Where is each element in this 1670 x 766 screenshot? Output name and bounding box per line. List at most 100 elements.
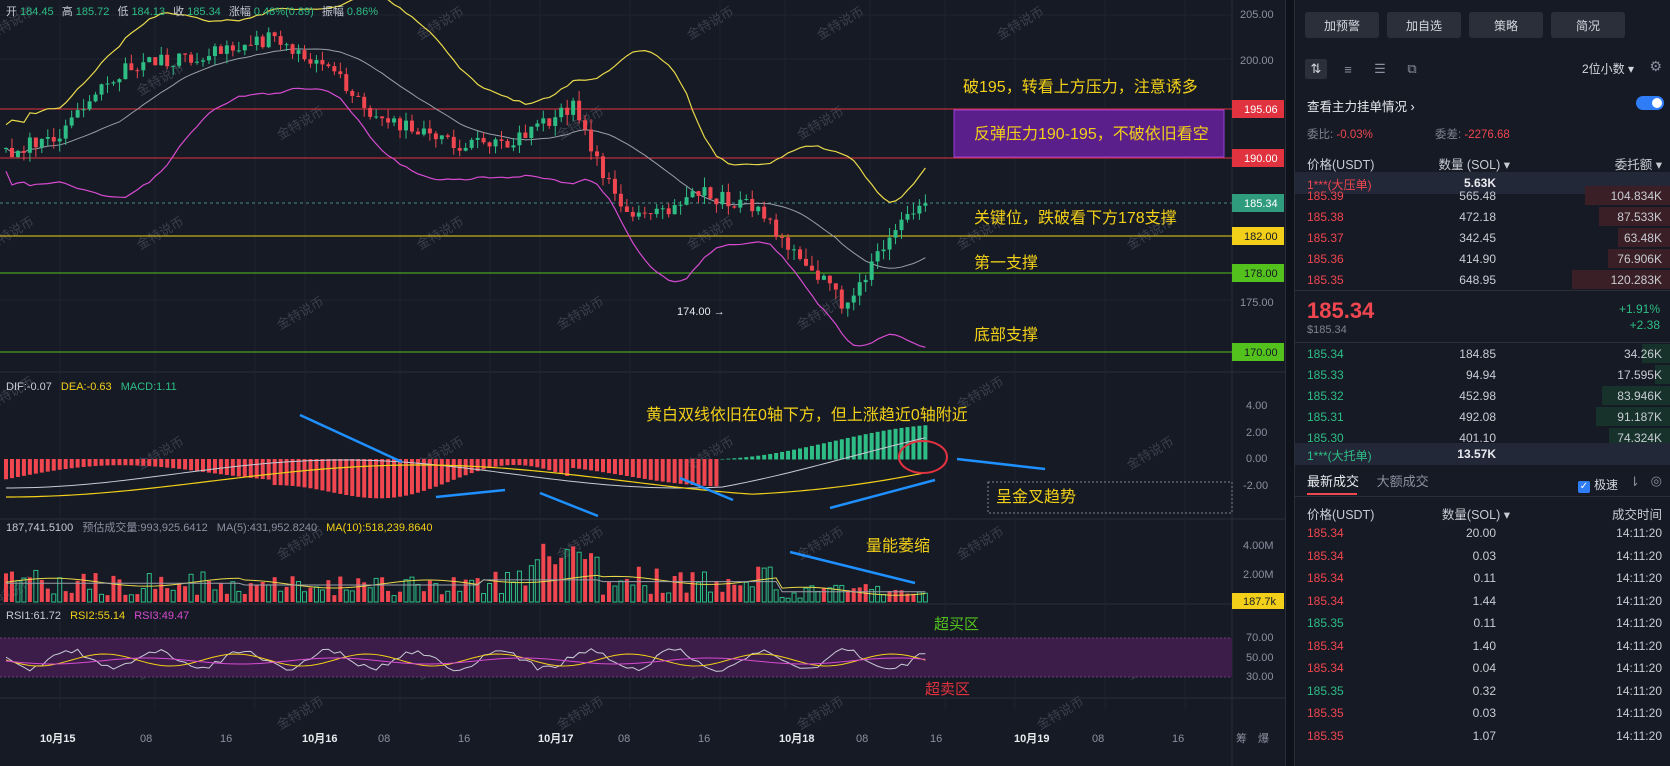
time-axis-label: 10月17 bbox=[538, 732, 573, 745]
ask-row[interactable]: 185.37 342.45 63.48K bbox=[1295, 227, 1670, 248]
trade-row: 185.35 0.03 14:11:20 bbox=[1295, 702, 1670, 723]
volume-bar bbox=[319, 589, 325, 603]
candle-body bbox=[356, 95, 361, 97]
candle-body bbox=[792, 249, 797, 251]
book-both-icon[interactable]: ⇅ bbox=[1305, 59, 1327, 79]
big-ask-row[interactable]: 1***(大压单) 5.63K bbox=[1295, 172, 1670, 194]
tab-large-trades[interactable]: 大额成交 bbox=[1376, 474, 1429, 489]
candle-body bbox=[362, 96, 367, 108]
candle-body bbox=[171, 65, 176, 67]
candle-body bbox=[451, 136, 456, 148]
panel-splitter[interactable] bbox=[1285, 0, 1295, 766]
wei-bi: 委比: -0.03% bbox=[1307, 129, 1373, 141]
main-orders-toggle[interactable] bbox=[1636, 96, 1664, 110]
trade-time: 14:11:20 bbox=[1616, 661, 1662, 675]
candle-body bbox=[314, 60, 319, 64]
tab-latest-trades[interactable]: 最新成交 bbox=[1307, 474, 1360, 489]
annotation-arrows bbox=[299, 413, 1046, 585]
macd-bar bbox=[553, 459, 558, 472]
trade-row: 185.34 0.11 14:11:20 bbox=[1295, 567, 1670, 588]
wei-cha: 委差: -2276.68 bbox=[1435, 129, 1510, 141]
candle-body bbox=[803, 258, 808, 266]
macd-axis-label: 0.00 bbox=[1246, 453, 1267, 465]
bid-row[interactable]: 185.31 492.08 91.187K bbox=[1295, 406, 1670, 427]
volume-bar bbox=[493, 571, 498, 602]
bid-row[interactable]: 185.32 452.98 83.946K bbox=[1295, 385, 1670, 406]
time-axis-label: 16 bbox=[1172, 733, 1184, 745]
volume-bar bbox=[445, 590, 451, 603]
candle-body bbox=[762, 206, 767, 219]
macd-axis-label: -2.00 bbox=[1243, 480, 1268, 492]
volume-bar bbox=[773, 589, 779, 603]
macd-bar bbox=[481, 459, 486, 470]
depth-bar bbox=[1599, 207, 1670, 226]
chart-area[interactable]: 金特说币 金特说币 金特说币 金特说币 金特说币 金特说币 金特说币 金特说币 金特说币 金特说币… bbox=[0, 0, 1285, 766]
macd-bar bbox=[869, 432, 874, 460]
macd-bar bbox=[123, 459, 128, 466]
macd-bar bbox=[439, 459, 444, 485]
gear-icon[interactable]: ⚙ bbox=[1649, 58, 1662, 74]
volume-bar bbox=[296, 581, 302, 603]
macd-bar bbox=[774, 452, 779, 460]
strategy-button[interactable]: 策略 bbox=[1469, 12, 1543, 38]
volume-bar bbox=[343, 589, 349, 603]
macd-bar bbox=[189, 459, 194, 471]
price-axis-label: 200.00 bbox=[1240, 55, 1274, 67]
macd-bar bbox=[630, 459, 635, 478]
add-watchlist-button[interactable]: 加自选 bbox=[1387, 12, 1461, 38]
volume-bar bbox=[660, 592, 665, 602]
ask-row[interactable]: 185.36 414.90 76.906K bbox=[1295, 248, 1670, 269]
macd-bar bbox=[863, 434, 868, 460]
fast-mode-checkbox[interactable]: ✓ 极速 bbox=[1577, 478, 1618, 493]
last-price: 185.34 bbox=[1307, 298, 1375, 323]
macd-bar bbox=[398, 459, 403, 497]
bid-row[interactable]: 185.34 184.85 34.26K bbox=[1295, 343, 1670, 364]
summary-button[interactable]: 简况 bbox=[1551, 12, 1625, 38]
book-price: 185.37 bbox=[1307, 231, 1344, 245]
annotation-volume: 量能萎缩 bbox=[866, 537, 930, 555]
view-main-orders-link[interactable]: 查看主力挂单情况 › bbox=[1307, 100, 1415, 114]
candle-body bbox=[278, 36, 283, 45]
macd-bar bbox=[726, 458, 731, 460]
volume-bar bbox=[785, 597, 791, 603]
annotation-macd: 黄白双线依旧在0轴下方，但上涨趋近0轴附近 bbox=[646, 406, 968, 424]
time-axis: 10月15 08 16 10月16 08 16 10月17 08 16 10月18 08 16 10月1… bbox=[40, 732, 1184, 745]
corner-label[interactable]: 筹 bbox=[1236, 731, 1247, 745]
price-tag bbox=[1232, 149, 1284, 167]
book-bids-icon[interactable]: ≡ bbox=[1344, 61, 1352, 77]
macd-bar bbox=[881, 430, 886, 460]
volume-bar bbox=[9, 571, 14, 602]
macd-bar bbox=[702, 459, 707, 486]
macd-bar bbox=[421, 459, 426, 491]
list-settings-icon[interactable]: ⇂ bbox=[1629, 474, 1640, 489]
volume-bar bbox=[427, 580, 432, 602]
bid-row[interactable]: 185.33 94.94 17.595K bbox=[1295, 364, 1670, 385]
arrow bbox=[789, 550, 916, 585]
candlesticks[interactable] bbox=[4, 27, 928, 317]
macd-bar bbox=[648, 459, 653, 480]
macd-bar bbox=[290, 459, 295, 486]
trade-row: 185.35 1.07 14:11:20 bbox=[1295, 725, 1670, 746]
trade-price: 185.34 bbox=[1307, 661, 1344, 675]
volume-bar bbox=[290, 576, 295, 602]
add-alert-button[interactable]: 加预警 bbox=[1305, 12, 1379, 38]
candle-body bbox=[529, 126, 534, 138]
ask-row[interactable]: 185.39 565.48 104.834K bbox=[1295, 185, 1670, 206]
book-expand-icon[interactable]: ⧉ bbox=[1407, 61, 1417, 76]
bid-row[interactable]: 185.30 401.10 74.324K bbox=[1295, 427, 1670, 448]
volume-bar bbox=[666, 592, 672, 603]
corner-label[interactable]: 爆 bbox=[1258, 731, 1269, 745]
candle-body bbox=[899, 219, 904, 231]
macd-bar bbox=[660, 459, 665, 482]
ask-row[interactable]: 185.38 472.18 87.533K bbox=[1295, 206, 1670, 227]
ask-row[interactable]: 185.35 648.95 120.283K bbox=[1295, 269, 1670, 290]
settings-icon[interactable]: ◎ bbox=[1650, 473, 1662, 488]
book-total: 74.324K bbox=[1617, 431, 1662, 445]
book-price: 185.39 bbox=[1307, 189, 1344, 203]
precision-select[interactable]: 2位小数 ▾ bbox=[1581, 62, 1634, 76]
book-asks-icon[interactable]: ☰ bbox=[1374, 61, 1386, 76]
trade-qty: 1.44 bbox=[1472, 593, 1496, 608]
big-bid-row[interactable]: 1***(大托单) 13.57K bbox=[1295, 443, 1670, 465]
candle-body bbox=[493, 139, 498, 147]
